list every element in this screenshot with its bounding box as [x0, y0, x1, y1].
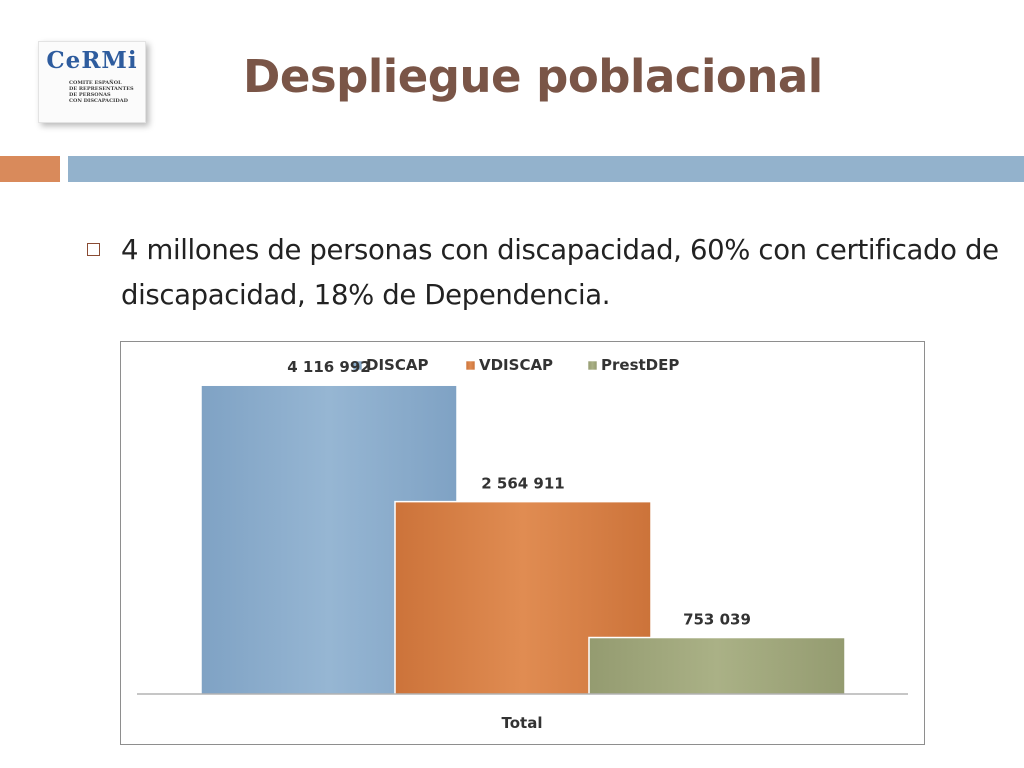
- chart-legend: DISCAP VDISCAP PrestDEP: [352, 356, 679, 374]
- bullet-square-icon: [87, 243, 100, 256]
- cermi-logo: CeRMi COMITE ESPAÑOL DE REPRESENTANTES D…: [38, 41, 146, 123]
- data-label-vdiscap: 2 564 911: [481, 475, 565, 493]
- legend-swatch-vdiscap: [465, 360, 476, 371]
- data-label-prestdep: 753 039: [683, 611, 751, 629]
- legend-swatch-discap: [352, 360, 363, 371]
- legend-label-vdiscap: VDISCAP: [479, 356, 553, 374]
- logo-brand: CeRMi: [46, 47, 138, 74]
- legend-label-discap: DISCAP: [366, 356, 428, 374]
- logo-subtitle-line: COMITE ESPAÑOL: [69, 80, 122, 86]
- logo-subtitle-line: CON DISCAPACIDAD: [69, 98, 128, 104]
- bar-prestdep: [588, 636, 846, 695]
- legend-label-prestdep: PrestDEP: [601, 356, 679, 374]
- chart-container: DISCAP VDISCAP PrestDEP 4 116 992 2 564 911 7…: [120, 341, 925, 745]
- bar-chart: DISCAP VDISCAP PrestDEP 4 116 992 2 564 911 7…: [137, 356, 908, 732]
- slide-title: Despliegue poblacional: [243, 50, 823, 103]
- bullet-text: 4 millones de personas con discapacidad,…: [121, 234, 999, 311]
- data-label-discap: 4 116 992: [287, 358, 371, 376]
- x-axis-category-label: Total: [502, 714, 543, 732]
- logo-subtitle: COMITE ESPAÑOL DE REPRESENTANTES DE PERS…: [69, 80, 141, 104]
- header-band-accent: [0, 156, 60, 182]
- header-band: [68, 156, 1024, 182]
- logo-subtitle-line: DE REPRESENTANTES: [69, 86, 134, 92]
- legend-swatch-prestdep: [587, 360, 598, 371]
- logo-subtitle-line: DE PERSONAS: [69, 92, 111, 98]
